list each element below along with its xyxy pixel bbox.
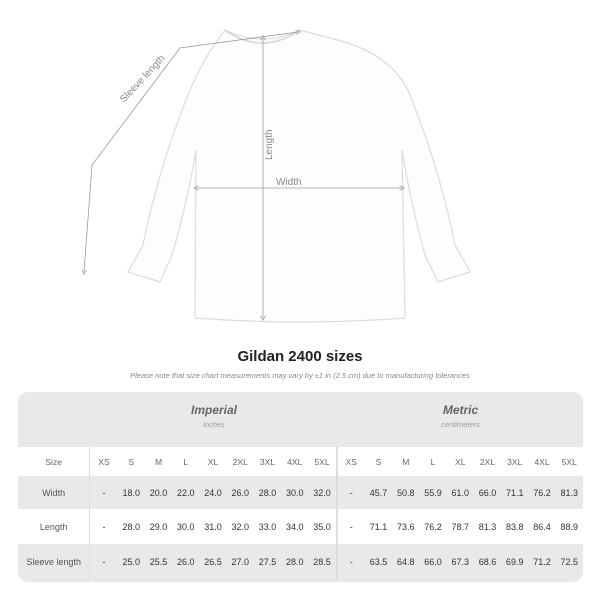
- metric-unit: centimeters: [441, 420, 480, 429]
- size-header-cell: 5XL: [314, 456, 330, 467]
- value-cell: 67.3: [451, 557, 469, 567]
- value-cell: 76.2: [424, 521, 442, 532]
- value-cell: 71.2: [533, 557, 551, 567]
- size-header-cell: L: [430, 456, 436, 467]
- value-cell: 86.4: [533, 521, 551, 532]
- imperial-header: Imperial inches: [90, 392, 338, 447]
- value-cell: 35.0: [313, 521, 331, 532]
- length-label: Length: [264, 129, 275, 160]
- chart-title: Gildan 2400 sizes: [237, 348, 363, 365]
- table-row: Length -28.0 29.0 30.0 31.0 32.0 33.0 34.0 35.0-…: [18, 509, 583, 544]
- value-cell: 30.0: [176, 521, 195, 532]
- table-row: Sleeve length - 25.0 25.5 26.0 26.5 27.0 27.5 28…: [18, 544, 583, 580]
- chart-subtitle: Please note that size chart measurements…: [130, 371, 470, 380]
- metric-label: Metric: [442, 403, 479, 417]
- value-cell: 69.9: [505, 557, 524, 567]
- size-header-cell: S: [128, 456, 135, 467]
- value-cell: 63.5: [369, 557, 388, 567]
- value-cell: 61.0: [451, 487, 469, 498]
- value-cell: 28.0: [122, 521, 140, 532]
- value-cell: 30.0: [285, 487, 304, 498]
- long-sleeve-shirt: [127, 29, 471, 323]
- size-header-cell: XL: [207, 456, 219, 467]
- value-cell: 64.8: [396, 557, 415, 567]
- value-cell: 88.9: [560, 521, 578, 532]
- row-label: Length: [18, 509, 91, 544]
- value-cell: 29.0: [149, 521, 168, 532]
- value-cell: 73.6: [396, 521, 415, 532]
- row-label: Width: [18, 476, 91, 509]
- value-cell: 81.3: [560, 487, 578, 498]
- value-cell: -: [335, 476, 365, 509]
- value-cell: 34.0: [285, 521, 304, 532]
- size-header-cell: 2XL: [479, 456, 496, 467]
- value-cell: 33.0: [258, 521, 277, 532]
- value-cell: 28.5: [313, 557, 331, 567]
- value-cell: 28.0: [285, 557, 304, 567]
- size-header-cell: XL: [455, 456, 466, 467]
- value-cell: 28.0: [258, 487, 277, 498]
- size-table: Imperial inches Metric centimeters Size X…: [18, 392, 583, 582]
- value-cell: 26.0: [176, 557, 195, 567]
- width-label: Width: [276, 177, 302, 188]
- value-cell: 25.0: [122, 557, 140, 567]
- size-header-cell: XS: [335, 447, 365, 476]
- value-cell: 81.3: [478, 521, 497, 532]
- value-cell: 45.7: [369, 487, 388, 498]
- value-cell: 68.6: [478, 557, 497, 567]
- metric-header: Metric centimeters: [338, 392, 583, 447]
- size-header-cell: 3XL: [507, 456, 523, 467]
- size-header-row: Size XS S M L XL 2XL 3XL 4XL 5XL XS S M L XL 2XL 3XL 4XL 5…: [18, 447, 583, 476]
- row-label: Size: [18, 447, 91, 476]
- value-cell: 66.0: [478, 487, 497, 498]
- row-label: Sleeve length: [18, 544, 91, 580]
- value-cell: 78.7: [451, 521, 469, 532]
- shirt-diagram: Sleeve length Length Width: [0, 29, 471, 323]
- value-cell: -: [335, 544, 365, 580]
- value-cell: 27.0: [231, 557, 249, 567]
- imperial-unit: inches: [203, 420, 225, 429]
- value-cell: 20.0: [149, 487, 168, 498]
- value-cell: 22.0: [176, 487, 195, 498]
- value-cell: -: [335, 509, 365, 544]
- value-cell: 26.0: [231, 487, 249, 498]
- value-cell: 76.2: [533, 487, 551, 498]
- value-cell: 71.1: [505, 487, 524, 498]
- size-header-cell: 4XL: [287, 456, 303, 467]
- size-header-cell: M: [154, 456, 163, 467]
- size-header-cell: L: [183, 456, 189, 467]
- value-cell: 32.0: [231, 521, 249, 532]
- value-cell: 31.0: [204, 521, 222, 532]
- value-cell: -: [102, 521, 106, 532]
- value-cell: 27.5: [258, 557, 277, 567]
- value-cell: -: [102, 487, 106, 498]
- size-header-cell: M: [402, 456, 410, 467]
- value-cell: 55.9: [424, 487, 442, 498]
- value-cell: 50.8: [396, 487, 415, 498]
- size-header-cell: 5XL: [561, 456, 577, 467]
- value-cell: -: [102, 557, 106, 567]
- value-cell: 66.0: [424, 557, 442, 567]
- value-cell: 18.0: [122, 487, 140, 498]
- size-header-cell: 3XL: [259, 456, 276, 467]
- value-cell: 83.8: [505, 521, 524, 532]
- value-cell: 72.5: [560, 557, 578, 567]
- value-cell: 25.5: [149, 557, 168, 567]
- value-cell: 71.1: [369, 521, 388, 532]
- size-header-cell: 4XL: [534, 456, 550, 467]
- value-cell: 26.5: [204, 557, 222, 567]
- imperial-label: Imperial: [190, 403, 238, 417]
- value-cell: 24.0: [204, 487, 222, 498]
- sleeve-length-line: [84, 32, 298, 272]
- value-cell: 32.0: [313, 487, 331, 498]
- size-header-cell: XS: [98, 456, 110, 467]
- size-header-cell: S: [375, 456, 382, 467]
- size-header-cell: 2XL: [232, 456, 248, 467]
- table-row: Width -18.0 20.0 22.0 24.0 26.0 28.0 30.0 32.0-4…: [18, 476, 583, 509]
